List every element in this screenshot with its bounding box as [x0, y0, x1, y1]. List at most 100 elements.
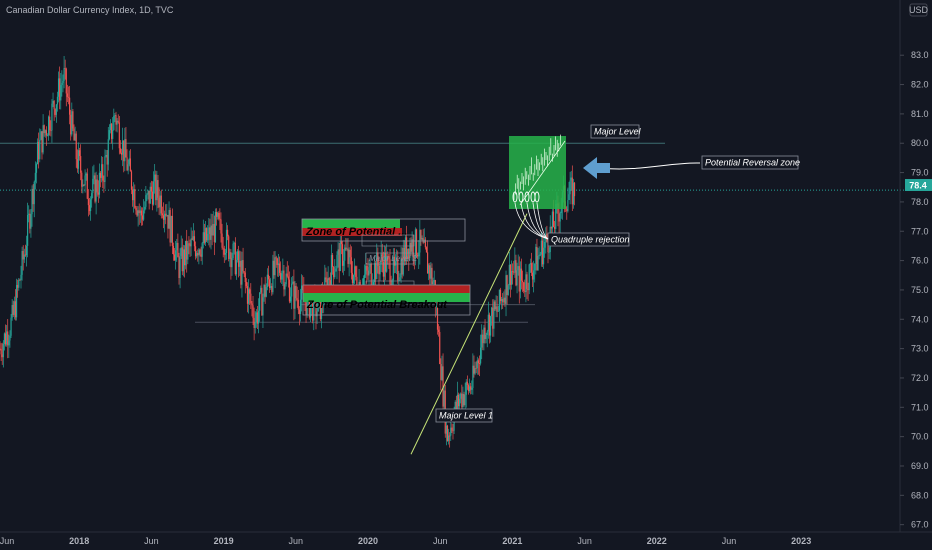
- candle-body: [363, 274, 366, 279]
- candle-body: [63, 68, 65, 82]
- candle-body: [155, 174, 157, 201]
- candle-body: [191, 238, 193, 240]
- candle-body: [483, 327, 485, 344]
- candle-body: [181, 247, 183, 272]
- candle-body: [259, 292, 261, 311]
- candle-body: [388, 256, 390, 260]
- candle-body: [380, 253, 382, 264]
- candle-body: [134, 189, 136, 208]
- annotations-layer[interactable]: Zone of Potential ... Major Level 2 Zone o…: [301, 124, 800, 455]
- candle-body: [282, 270, 284, 274]
- candle-body: [45, 130, 48, 136]
- candle-body: [517, 266, 519, 271]
- settings-gear-box[interactable]: [904, 534, 930, 549]
- candle-body: [1, 354, 3, 358]
- candle-body: [518, 266, 520, 292]
- candle-body: [544, 241, 546, 248]
- candle-body: [521, 280, 524, 283]
- candle-body: [91, 193, 93, 200]
- candle-body: [136, 210, 138, 216]
- y-tick-label: 75.0: [911, 285, 929, 295]
- chart-title: Canadian Dollar Currency Index, 1D, TVC: [6, 5, 174, 15]
- reversal-arrow-icon: [583, 157, 610, 179]
- candle-body: [22, 250, 24, 260]
- candle-body: [122, 140, 124, 155]
- candle-body: [53, 101, 55, 110]
- rejection-label: Quadruple rejection: [551, 235, 630, 245]
- candle-body: [278, 263, 281, 273]
- candle-body: [10, 317, 12, 336]
- candle-body: [346, 248, 348, 250]
- candle-body: [243, 271, 245, 273]
- candle-body: [33, 181, 35, 205]
- candle-body: [383, 252, 386, 277]
- candle-body: [251, 303, 253, 306]
- y-tick-label: 69.0: [911, 461, 929, 471]
- candle-body: [391, 280, 393, 285]
- candle-body: [355, 266, 357, 277]
- candle-body: [530, 263, 533, 273]
- candle-body: [526, 274, 528, 289]
- y-tick-label: 80.0: [911, 138, 929, 148]
- candle-body: [105, 155, 107, 157]
- candle-body: [421, 237, 423, 240]
- candle-body: [488, 314, 491, 336]
- candle-body: [499, 289, 502, 302]
- candle-body: [407, 248, 409, 260]
- last-price-value: 78.4: [909, 181, 927, 191]
- candle-body: [295, 285, 297, 299]
- candle-body: [159, 195, 161, 208]
- candle-body: [242, 260, 244, 272]
- candle-body: [527, 288, 529, 291]
- candle-body: [264, 284, 266, 297]
- candle-body: [139, 210, 141, 214]
- rejection-curve: [536, 202, 549, 240]
- candle-body: [204, 228, 207, 243]
- candle-body: [375, 263, 377, 280]
- candle-body: [28, 213, 30, 215]
- candle-body: [113, 115, 115, 131]
- rejection-circle: [512, 191, 518, 203]
- candle-body: [172, 245, 175, 255]
- candle-body: [540, 240, 542, 255]
- candle-body: [39, 139, 41, 160]
- y-tick-label: 73.0: [911, 344, 929, 354]
- y-tick-label: 74.0: [911, 314, 929, 324]
- candle-body: [504, 297, 506, 304]
- candle-body: [225, 229, 228, 254]
- candle-body: [173, 254, 176, 261]
- candle-body: [234, 242, 236, 275]
- candle-body: [177, 242, 179, 258]
- candle-body: [542, 247, 545, 265]
- candle-body: [418, 252, 420, 257]
- candle-body: [334, 271, 336, 278]
- candle-body: [148, 190, 150, 204]
- candle-body: [102, 164, 104, 181]
- candle-body: [456, 394, 459, 411]
- candle-body: [470, 386, 472, 390]
- candle-body: [89, 199, 92, 212]
- candle-body: [106, 155, 108, 165]
- y-tick-label: 72.0: [911, 373, 929, 383]
- candle-body: [70, 114, 72, 135]
- candle-body: [317, 298, 319, 312]
- candle-body: [206, 228, 208, 241]
- candle-body: [297, 299, 299, 310]
- faded-label-box-1: [361, 234, 415, 247]
- candle-body: [224, 253, 226, 255]
- candle-body: [61, 82, 63, 85]
- candle-body: [164, 213, 166, 220]
- candle-body: [507, 285, 509, 295]
- x-tick-label: Jun: [144, 536, 159, 546]
- candle-body: [215, 211, 218, 217]
- candle-body: [140, 210, 143, 216]
- candle-body: [254, 321, 256, 328]
- candle-body: [347, 248, 349, 264]
- candle-body: [306, 293, 308, 316]
- currency-label: USD: [909, 5, 929, 15]
- candle-body: [129, 158, 131, 172]
- candle-body: [570, 177, 572, 181]
- candle-body: [69, 97, 71, 115]
- rejection-label-box: [547, 232, 630, 247]
